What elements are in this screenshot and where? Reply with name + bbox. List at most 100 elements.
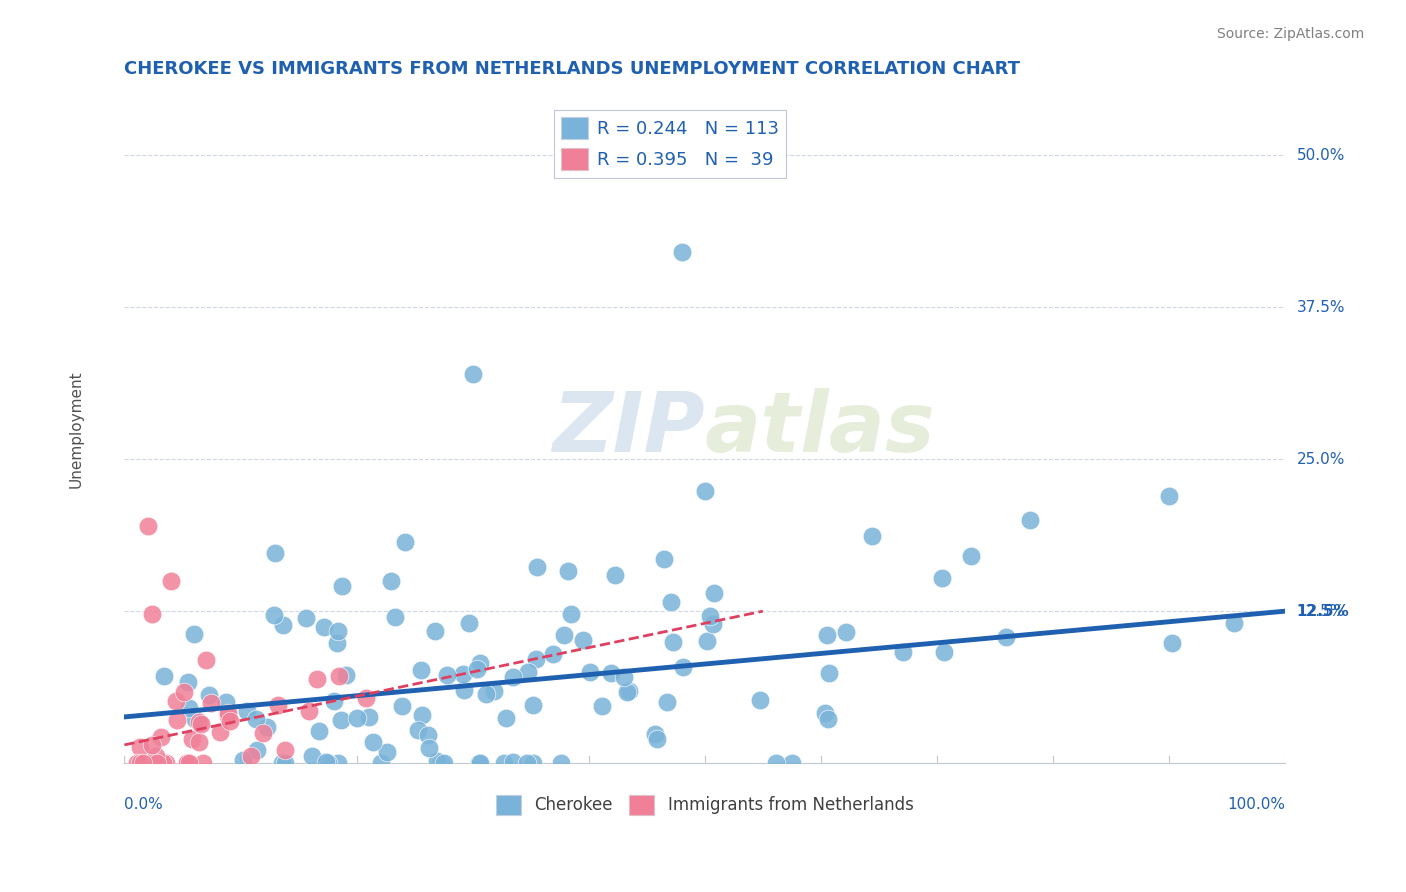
Point — [165, 694, 187, 708]
Point — [502, 670, 524, 684]
Point — [932, 645, 955, 659]
Point — [384, 610, 406, 624]
Point — [571, 632, 593, 647]
Point — [245, 712, 267, 726]
Point — [451, 666, 474, 681]
Point — [177, 701, 200, 715]
Point — [647, 732, 669, 747]
Point — [1018, 513, 1040, 527]
Point — [145, 748, 167, 763]
Point — [657, 695, 679, 709]
Point — [273, 743, 295, 757]
Point — [232, 753, 254, 767]
Point — [603, 568, 626, 582]
Point — [328, 756, 350, 771]
Point — [208, 725, 231, 739]
Legend: Cherokee, Immigrants from Netherlands: Cherokee, Immigrants from Netherlands — [489, 788, 921, 822]
Point — [181, 731, 204, 746]
Point — [522, 756, 544, 771]
Point — [330, 713, 353, 727]
Point — [834, 625, 856, 640]
Point — [702, 617, 724, 632]
Point — [152, 756, 174, 771]
Point — [394, 535, 416, 549]
Point — [616, 684, 638, 698]
Point — [644, 727, 666, 741]
Point — [375, 746, 398, 760]
Point — [240, 748, 263, 763]
Point — [298, 704, 321, 718]
Point — [411, 707, 433, 722]
Point — [246, 743, 269, 757]
Point — [173, 685, 195, 699]
Point — [416, 728, 439, 742]
Point — [263, 608, 285, 623]
Point — [183, 626, 205, 640]
Text: CHEROKEE VS IMMIGRANTS FROM NETHERLANDS UNEMPLOYMENT CORRELATION CHART: CHEROKEE VS IMMIGRANTS FROM NETHERLANDS … — [124, 60, 1021, 78]
Point — [128, 740, 150, 755]
Point — [662, 635, 685, 649]
Point — [748, 693, 770, 707]
Point — [328, 668, 350, 682]
Point — [426, 754, 449, 768]
Point — [931, 571, 953, 585]
Point — [814, 706, 837, 721]
Point — [495, 711, 517, 725]
Point — [484, 684, 506, 698]
Point — [891, 645, 914, 659]
Point — [600, 666, 623, 681]
Point — [817, 712, 839, 726]
Point — [252, 726, 274, 740]
Point — [326, 636, 349, 650]
Point — [215, 695, 238, 709]
Point — [516, 756, 538, 771]
Point — [256, 720, 278, 734]
Point — [461, 367, 484, 381]
Point — [191, 756, 214, 771]
Point — [765, 756, 787, 771]
Point — [198, 688, 221, 702]
Point — [468, 656, 491, 670]
Point — [264, 546, 287, 560]
Point — [307, 672, 329, 686]
Text: 12.5%: 12.5% — [1296, 604, 1346, 619]
Point — [335, 668, 357, 682]
Point — [695, 483, 717, 498]
Point — [453, 683, 475, 698]
Point — [236, 704, 259, 718]
Point — [560, 607, 582, 621]
Point — [502, 755, 524, 769]
Point — [159, 574, 181, 588]
Point — [153, 669, 176, 683]
Point — [177, 756, 200, 771]
Point — [295, 611, 318, 625]
Point — [699, 608, 721, 623]
Point — [862, 528, 884, 542]
Point — [696, 634, 718, 648]
Point — [146, 756, 169, 771]
Point — [271, 618, 294, 632]
Point — [557, 564, 579, 578]
Point — [357, 710, 380, 724]
Point — [308, 723, 330, 738]
Point — [619, 683, 641, 698]
Point — [467, 756, 489, 771]
Point — [517, 665, 540, 679]
Point — [430, 756, 453, 771]
Point — [475, 687, 498, 701]
Point — [579, 665, 602, 680]
Point — [433, 756, 456, 771]
Point — [1161, 635, 1184, 649]
Point — [301, 749, 323, 764]
Text: ZIP: ZIP — [553, 388, 704, 469]
Point — [129, 756, 152, 771]
Point — [418, 741, 440, 756]
Text: Unemployment: Unemployment — [69, 370, 84, 488]
Text: 12.5%: 12.5% — [1296, 604, 1350, 619]
Point — [526, 560, 548, 574]
Point — [492, 756, 515, 771]
Point — [370, 756, 392, 771]
Point — [380, 574, 402, 589]
Point — [959, 549, 981, 563]
Text: 100.0%: 100.0% — [1227, 797, 1285, 812]
